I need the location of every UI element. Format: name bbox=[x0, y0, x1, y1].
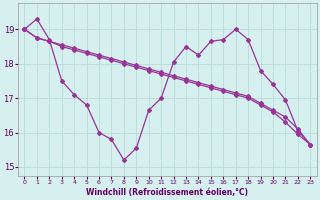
X-axis label: Windchill (Refroidissement éolien,°C): Windchill (Refroidissement éolien,°C) bbox=[86, 188, 248, 197]
